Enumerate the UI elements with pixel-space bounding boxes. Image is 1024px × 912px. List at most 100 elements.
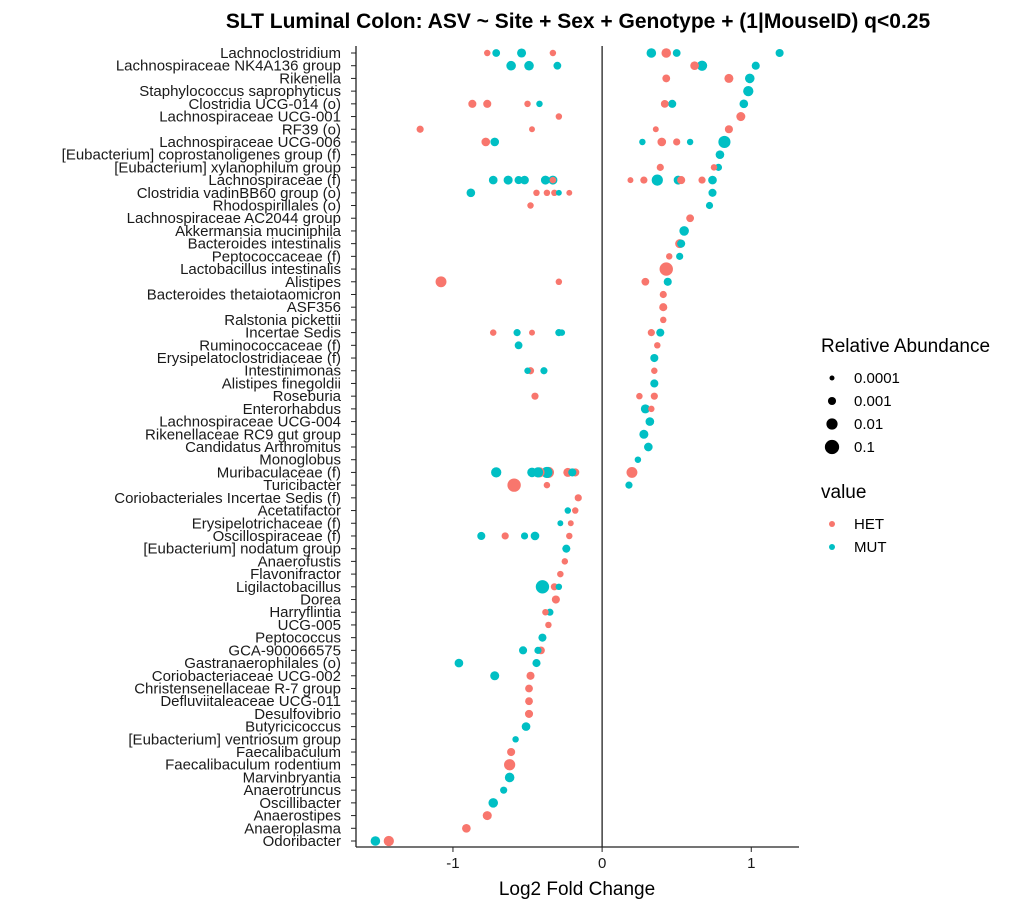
data-point-mut — [639, 429, 649, 439]
data-point-het — [462, 823, 471, 833]
data-point-mut — [644, 442, 653, 452]
y-tick-label: Dorea — [300, 592, 342, 609]
y-tick-label: Oscillibacter — [259, 795, 341, 812]
y-tick-label: Anaerostipes — [253, 808, 341, 825]
data-point-mut — [668, 99, 677, 108]
y-tick-label: Rikenellaceae RC9 gut group — [145, 426, 341, 443]
data-point-het — [686, 214, 695, 223]
data-point-mut — [512, 736, 519, 743]
data-point-mut — [513, 329, 521, 337]
data-point-mut — [568, 468, 577, 477]
y-tick-label: Incertae Sedis — [245, 325, 341, 342]
data-point-mut — [520, 532, 529, 540]
y-tick-label: Rikenella — [279, 70, 341, 87]
data-point-mut — [564, 507, 572, 514]
data-point-mut — [625, 481, 633, 489]
data-point-het — [483, 99, 492, 108]
data-point-het — [641, 277, 650, 286]
data-point-het — [501, 532, 509, 540]
size-legend-dot — [826, 418, 838, 430]
data-point-mut — [524, 60, 534, 71]
data-point-het — [555, 113, 563, 120]
data-point-het — [659, 262, 673, 276]
data-point-mut — [676, 252, 684, 260]
data-point-het — [736, 112, 746, 122]
data-point-het — [529, 126, 535, 133]
data-point-het — [648, 405, 655, 413]
y-tick-label: Lachnoclostridium — [220, 45, 341, 62]
data-point-mut — [744, 73, 755, 84]
x-tick-label: 1 — [747, 855, 755, 872]
data-point-mut — [553, 61, 562, 70]
y-tick-label: Oscillospiraceae (f) — [213, 528, 341, 545]
data-point-mut — [677, 239, 686, 248]
data-point-het — [507, 747, 516, 757]
y-tick-label: Alistipes finegoldii — [222, 375, 341, 392]
data-point-het — [690, 61, 699, 71]
data-point-mut — [520, 175, 529, 185]
y-tick-label: Ruminococcaceae (f) — [199, 337, 341, 354]
data-point-mut — [521, 722, 531, 731]
data-point-het — [657, 137, 667, 147]
data-point-mut — [775, 48, 784, 58]
data-point-mut — [634, 456, 642, 463]
y-tick-label: Candidatus Arthromitus — [185, 439, 341, 456]
y-tick-label: Coriobacteriales Incertae Sedis (f) — [114, 490, 341, 507]
data-point-mut — [650, 379, 659, 388]
y-tick-label: Lachnospiraceae UCG-006 — [159, 134, 341, 151]
data-point-het — [661, 48, 672, 58]
data-point-het — [527, 202, 534, 209]
data-point-mut — [488, 175, 498, 185]
data-point-mut — [540, 175, 550, 185]
y-tick-label: Turicibacter — [263, 477, 341, 494]
data-point-mut — [639, 138, 646, 146]
data-point-het — [416, 125, 424, 133]
color-legend-dot-mut — [829, 544, 835, 550]
data-point-mut — [490, 671, 500, 681]
data-point-het — [640, 176, 648, 184]
y-tick-label: Acetatifactor — [258, 503, 341, 520]
data-point-mut — [708, 175, 717, 185]
y-tick-label: GCA-900066575 — [228, 642, 341, 659]
x-axis-label: Log2 Fold Change — [499, 879, 655, 900]
data-point-het — [543, 189, 551, 197]
data-point-mut — [743, 85, 754, 97]
data-point-mut — [538, 633, 547, 642]
data-point-mut — [555, 189, 562, 196]
data-point-mut — [646, 48, 657, 58]
data-point-mut — [514, 341, 523, 350]
y-tick-label: Erysipelatoclostridiaceae (f) — [157, 350, 341, 367]
data-point-mut — [651, 174, 663, 186]
data-point-het — [435, 276, 447, 288]
y-tick-label: Monoglobus — [259, 452, 341, 469]
y-tick-label: Clostridia vadinBB60 group (o) — [137, 185, 341, 202]
data-point-mut — [454, 658, 464, 668]
data-point-het — [566, 532, 573, 540]
size-legend-label: 0.01 — [854, 416, 883, 433]
data-point-het — [673, 138, 681, 146]
y-tick-label: Lachnospiraceae NK4A136 group — [116, 58, 341, 75]
data-point-het — [652, 126, 659, 133]
data-point-het — [647, 329, 655, 337]
data-point-het — [651, 367, 658, 374]
data-point-mut — [708, 188, 717, 197]
data-point-mut — [663, 277, 672, 286]
y-tick-label: Peptococcaceae (f) — [212, 248, 341, 265]
y-tick-label: Lachnospiraceae AC2044 group — [127, 210, 341, 227]
y-tick-label: Enterorhabdus — [243, 401, 341, 418]
y-tick-label: Intestinimonas — [244, 363, 341, 380]
y-tick-label: Marvinbryantia — [243, 769, 342, 786]
data-point-het — [662, 74, 671, 83]
y-tick-label: [Eubacterium] coprostanoligenes group (f… — [62, 147, 341, 164]
data-point-mut — [524, 367, 531, 374]
data-point-mut — [645, 417, 655, 426]
y-tick-label: Lachnospiraceae (f) — [208, 172, 341, 189]
size-legend-label: 0.001 — [854, 393, 892, 410]
y-tick-label: Bacteroides intestinalis — [188, 236, 341, 253]
data-point-het — [557, 570, 564, 578]
y-tick-label: [Eubacterium] nodatum group — [143, 541, 341, 558]
data-point-mut — [672, 49, 681, 57]
data-point-het — [529, 329, 535, 336]
data-point-mut — [739, 99, 749, 109]
size-legend-items: 0.0001 0.001 0.01 0.1 — [824, 370, 900, 456]
